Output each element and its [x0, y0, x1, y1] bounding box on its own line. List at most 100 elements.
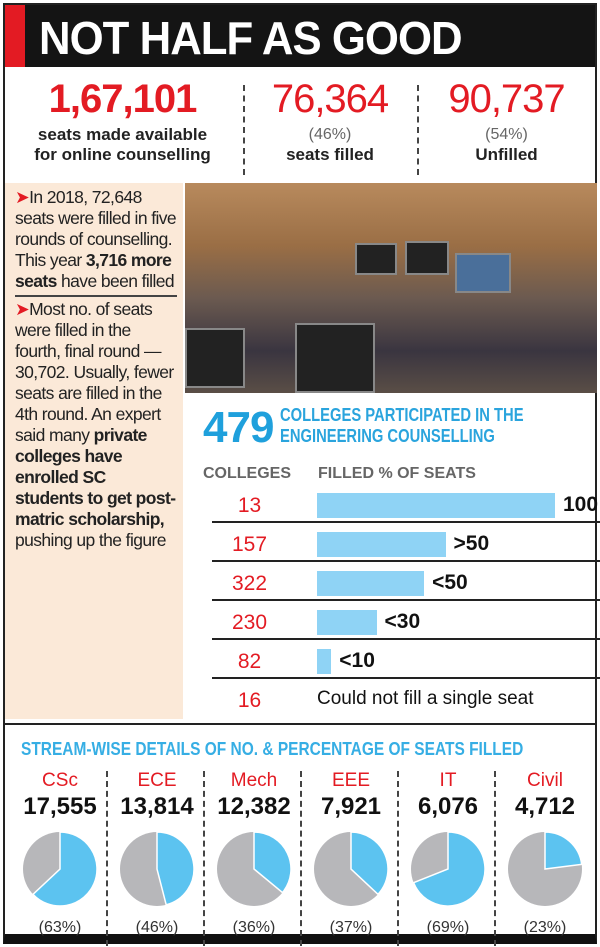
stat-label: seats filled: [286, 145, 374, 164]
stream-section: STREAM-WISE DETAILS OF NO. & PERCENTAGE …: [5, 723, 595, 946]
stream-seats: 6,076: [417, 793, 479, 820]
note-bold: private colleges have enrolled SC studen…: [15, 425, 176, 529]
divider: [494, 771, 496, 946]
college-count: 230: [231, 611, 268, 634]
sidebar-notes: ➤In 2018, 72,648 seats were filled in fi…: [5, 183, 183, 719]
pie-chart: [23, 831, 98, 907]
colleges-count: 479: [203, 403, 274, 452]
bar: [317, 649, 332, 674]
college-count: 13: [237, 494, 262, 517]
divider: [243, 85, 245, 175]
pie-chart: [314, 831, 389, 906]
stream-seats: 12,382: [217, 793, 291, 820]
bar-label: >50: [453, 532, 490, 555]
bar-row: 13 100: [212, 485, 600, 523]
stream-name: EEE: [331, 770, 371, 791]
bar-label: Could not fill a single seat: [317, 688, 534, 709]
stat-percent: (46%): [308, 126, 352, 143]
infographic: NOT HALF AS GOOD 1,67,101 seats made ava…: [3, 3, 600, 946]
college-count: 157: [231, 533, 268, 556]
stream-percent: (36%): [232, 919, 276, 936]
bar: [317, 532, 446, 557]
stream-percent: (46%): [135, 919, 179, 936]
stream-csc: CSc 17,555 (63%): [11, 769, 109, 937]
stream-seats: 7,921: [320, 793, 382, 820]
stream-percent: (23%): [523, 919, 567, 936]
stat-percent: (54%): [485, 126, 528, 143]
pie-slice-filled: [31, 831, 98, 907]
stat-value: 1,67,101: [48, 77, 198, 121]
pie-slice-filled: [350, 831, 389, 896]
bar-row: 322 <50: [212, 563, 600, 601]
stream-name: CSc: [42, 770, 78, 791]
header: NOT HALF AS GOOD: [5, 5, 595, 67]
arrow-icon: ➤: [15, 187, 30, 207]
pie-slice-filled: [412, 831, 486, 907]
stat-value: 90,737: [448, 77, 565, 121]
bar-row: 82 <10: [212, 641, 600, 679]
stream-percent: (63%): [38, 919, 82, 936]
stream-name: Civil: [527, 770, 563, 791]
bar: [317, 610, 377, 635]
bar-row: 16 Could not fill a single seat: [212, 680, 600, 718]
pie-slice-filled: [253, 831, 292, 894]
stream-ece: ECE 13,814 (46%): [108, 769, 206, 937]
stream-percent: (37%): [329, 919, 373, 936]
pie-slice-filled: [544, 831, 583, 870]
stat-label: seats made available: [37, 125, 208, 144]
stat-value: 76,364: [271, 77, 389, 121]
column-header-colleges: COLLEGES: [203, 465, 292, 482]
monitor-shape: [295, 323, 375, 393]
stream-eee: EEE 7,921 (37%): [302, 769, 400, 937]
pie-chart: [411, 831, 486, 907]
stream-seats: 17,555: [23, 793, 97, 820]
note-text: pushing up the figure: [15, 530, 166, 550]
note-bold: 3,716 more seats: [15, 250, 172, 291]
bar: [317, 571, 425, 596]
college-count: 82: [237, 650, 262, 673]
stat-label: for online counselling: [34, 145, 211, 164]
bar: [317, 493, 555, 518]
stream-it: IT 6,076 (69%): [399, 769, 497, 937]
stream-name: Mech: [230, 770, 278, 791]
headline: NOT HALF AS GOOD: [39, 12, 463, 64]
bar-row: 230 <30: [212, 602, 600, 640]
stream-name: IT: [439, 770, 457, 791]
bar-label: <10: [339, 649, 375, 672]
note-text: In 2018, 72,648 seats were filled in fiv…: [15, 187, 177, 270]
counselling-photo: [185, 183, 597, 393]
stat-label: Unfilled: [475, 145, 538, 164]
monitor-shape: [355, 243, 397, 275]
pie-chart: [120, 831, 195, 906]
divider: [106, 771, 108, 946]
bar-label: <50: [432, 571, 468, 594]
stream-heading: STREAM-WISE DETAILS OF NO. & PERCENTAGE …: [21, 739, 524, 759]
divider: [397, 771, 399, 946]
divider: [300, 771, 302, 946]
college-count: 16: [237, 689, 262, 712]
bar-label: 100: [563, 493, 599, 516]
college-count: 322: [231, 572, 268, 595]
pie-slice-filled: [156, 831, 195, 906]
bar-row: 157 >50: [212, 524, 600, 562]
note-text: Most no. of seats were filled in the fou…: [15, 299, 174, 445]
pie-chart: [217, 831, 292, 906]
stat-total-seats: 1,67,101 seats made available for online…: [5, 77, 240, 165]
pie-chart: [508, 831, 583, 906]
column-header-filled: FILLED % OF SEATS: [318, 465, 476, 482]
stream-seats: 13,814: [120, 793, 194, 820]
divider: [203, 771, 205, 946]
monitor-shape: [405, 241, 449, 275]
colleges-heading: COLLEGES PARTICIPATED IN THE ENGINEERING…: [280, 405, 524, 446]
divider: [417, 85, 419, 175]
note-text: have been filled: [56, 271, 175, 291]
bar-label: <30: [384, 610, 421, 633]
note-2: ➤Most no. of seats were filled in the fo…: [15, 299, 177, 551]
stat-seats-filled: 76,364 (46%) seats filled: [245, 77, 415, 165]
stream-percent: (69%): [426, 919, 470, 936]
monitor-shape: [455, 253, 511, 293]
stream-mech: Mech 12,382 (36%): [205, 769, 303, 937]
note-1: ➤In 2018, 72,648 seats were filled in fi…: [15, 187, 177, 292]
stream-name: ECE: [137, 770, 177, 791]
red-accent-bar: [5, 5, 25, 67]
